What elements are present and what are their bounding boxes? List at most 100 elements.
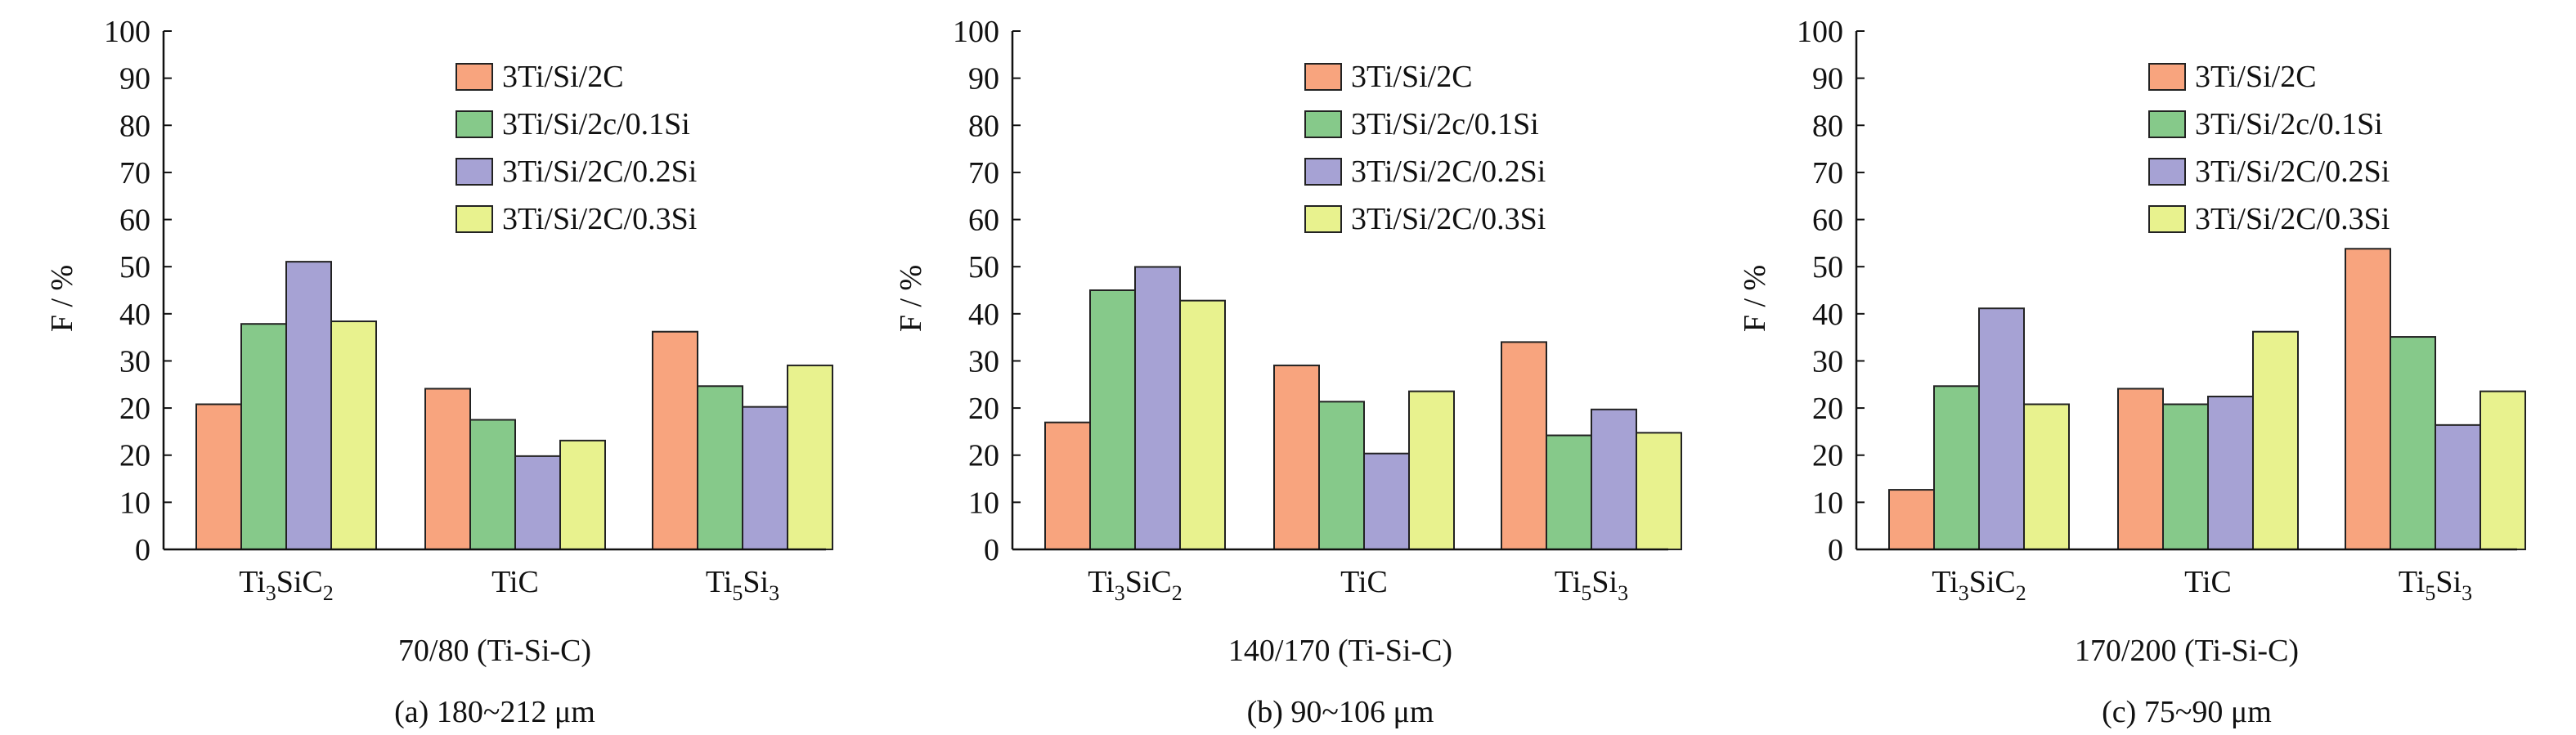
y-tick-label: 20 bbox=[1812, 439, 1843, 473]
y-tick-label: 90 bbox=[968, 62, 999, 96]
y-tick-label: 0 bbox=[1828, 533, 1843, 567]
bar-4-1 bbox=[330, 320, 377, 550]
y-tick-label: 100 bbox=[104, 15, 150, 49]
legend-label: 3Ti/Si/2C/0.2Si bbox=[502, 155, 697, 189]
bar-2-2 bbox=[1318, 401, 1365, 550]
legend-swatch bbox=[456, 63, 493, 91]
x-tick-label: Ti5Si3 bbox=[706, 565, 779, 605]
x-axis-label: 170/200 (Ti-Si-C) bbox=[2075, 634, 2299, 668]
legend-label: 3Ti/Si/2C/0.2Si bbox=[1351, 155, 1546, 189]
legend-swatch bbox=[1304, 158, 1342, 186]
y-tick-label: 90 bbox=[119, 62, 150, 96]
y-tick-label: 50 bbox=[968, 250, 999, 285]
bar-2-1 bbox=[240, 323, 287, 550]
x-axis-label: 70/80 (Ti-Si-C) bbox=[398, 634, 591, 668]
legend-label: 3Ti/Si/2C/0.2Si bbox=[2195, 155, 2390, 189]
bar-3-1 bbox=[285, 261, 332, 550]
bar-1-3 bbox=[2345, 248, 2391, 550]
bar-4-1 bbox=[2023, 403, 2070, 551]
y-tick-label: 40 bbox=[968, 298, 999, 332]
legend-swatch bbox=[2148, 205, 2186, 233]
bar-4-2 bbox=[559, 439, 606, 550]
y-tick-label: 0 bbox=[135, 533, 150, 567]
bar-1-3 bbox=[652, 330, 698, 550]
legend-label: 3Ti/Si/2c/0.1Si bbox=[1351, 107, 1539, 141]
bar-1-2 bbox=[424, 388, 471, 550]
legend-label: 3Ti/Si/2c/0.1Si bbox=[502, 107, 690, 141]
y-tick-label: 30 bbox=[119, 344, 150, 379]
x-tick-label: Ti3SiC2 bbox=[239, 565, 333, 605]
legend-label: 3Ti/Si/2c/0.1Si bbox=[2195, 107, 2383, 141]
bar-4-3 bbox=[1636, 432, 1682, 550]
bar-2-3 bbox=[1546, 434, 1592, 551]
y-tick-label: 20 bbox=[968, 439, 999, 473]
x-tick-label: TiC bbox=[1340, 565, 1388, 599]
y-tick-label: 30 bbox=[1812, 344, 1843, 379]
bar-3-3 bbox=[742, 406, 788, 550]
bar-4-1 bbox=[1179, 299, 1226, 550]
bar-2-1 bbox=[1933, 385, 1980, 551]
y-tick-label: 80 bbox=[968, 109, 999, 143]
bar-1-3 bbox=[1501, 341, 1547, 550]
bar-1-1 bbox=[195, 403, 242, 551]
y-tick-label: 100 bbox=[1797, 15, 1843, 49]
bar-2-3 bbox=[2390, 336, 2436, 550]
y-tick-label: 30 bbox=[968, 344, 999, 379]
bar-4-3 bbox=[787, 364, 833, 550]
x-tick-label: Ti3SiC2 bbox=[1932, 565, 2026, 605]
y-tick-label: 80 bbox=[119, 109, 150, 143]
legend-swatch bbox=[1304, 63, 1342, 91]
legend-label: 3Ti/Si/2C/0.3Si bbox=[502, 202, 697, 236]
x-tick-label: TiC bbox=[2184, 565, 2232, 599]
y-tick-label: 20 bbox=[119, 439, 150, 473]
bar-1-2 bbox=[1273, 364, 1320, 550]
bar-4-2 bbox=[1408, 390, 1455, 550]
bar-3-2 bbox=[1363, 452, 1410, 551]
panel-caption: (a) 180~212 μm bbox=[394, 695, 595, 729]
chart-panel-2: 0 10 20 20 30 40 50 60 70 80 90 100 F / % Ti3SiC2 TiC T… bbox=[894, 15, 1682, 729]
legend-swatch bbox=[456, 158, 493, 186]
bar-2-2 bbox=[469, 419, 516, 550]
y-axis-label: F / % bbox=[45, 265, 79, 332]
bar-1-1 bbox=[1888, 489, 1935, 551]
bar-3-3 bbox=[2435, 424, 2481, 551]
legend-label: 3Ti/Si/2C bbox=[502, 60, 624, 94]
y-tick-label: 50 bbox=[1812, 250, 1843, 285]
panel-caption: (b) 90~106 μm bbox=[1247, 695, 1434, 729]
y-tick-label: 90 bbox=[1812, 62, 1843, 96]
legend-label: 3Ti/Si/2C/0.3Si bbox=[1351, 202, 1546, 236]
y-tick-label: 70 bbox=[119, 156, 150, 190]
y-tick-label: 80 bbox=[1812, 109, 1843, 143]
y-tick-label: 70 bbox=[968, 156, 999, 190]
legend-swatch bbox=[2148, 63, 2186, 91]
y-tick-label: 40 bbox=[119, 298, 150, 332]
chart-panel-3: 0 10 20 20 30 40 50 60 70 80 90 100 F / % Ti3SiC2 TiC T… bbox=[1738, 15, 2526, 729]
y-tick-label: 0 bbox=[984, 533, 999, 567]
y-tick-label: 60 bbox=[968, 204, 999, 238]
x-tick-label: Ti5Si3 bbox=[1555, 565, 1628, 605]
y-axis-label: F / % bbox=[894, 265, 928, 332]
bar-1-2 bbox=[2117, 388, 2164, 550]
chart-panel-1: 0 10 20 20 30 40 50 60 70 80 90 100 F / % Ti3SiC2 TiC T… bbox=[45, 15, 833, 729]
bar-2-3 bbox=[697, 385, 743, 551]
x-tick-label: Ti5Si3 bbox=[2399, 565, 2472, 605]
y-tick-label: 60 bbox=[119, 204, 150, 238]
bar-3-1 bbox=[1978, 307, 2025, 550]
y-tick-label: 40 bbox=[1812, 298, 1843, 332]
x-tick-label: Ti3SiC2 bbox=[1088, 565, 1182, 605]
legend-label: 3Ti/Si/2C bbox=[1351, 60, 1473, 94]
legend-swatch bbox=[456, 205, 493, 233]
panel-caption: (c) 75~90 μm bbox=[2102, 695, 2272, 729]
legend-label: 3Ti/Si/2C bbox=[2195, 60, 2317, 94]
y-tick-label: 20 bbox=[1812, 392, 1843, 426]
y-tick-label: 10 bbox=[1812, 486, 1843, 520]
legend-swatch bbox=[2148, 110, 2186, 138]
legend-label: 3Ti/Si/2C/0.3Si bbox=[2195, 202, 2390, 236]
y-tick-label: 20 bbox=[968, 392, 999, 426]
legend-swatch bbox=[1304, 110, 1342, 138]
bar-1-1 bbox=[1044, 421, 1091, 550]
x-tick-label: TiC bbox=[491, 565, 539, 599]
y-axis-label: F / % bbox=[1738, 265, 1772, 332]
bar-3-3 bbox=[1591, 408, 1637, 550]
